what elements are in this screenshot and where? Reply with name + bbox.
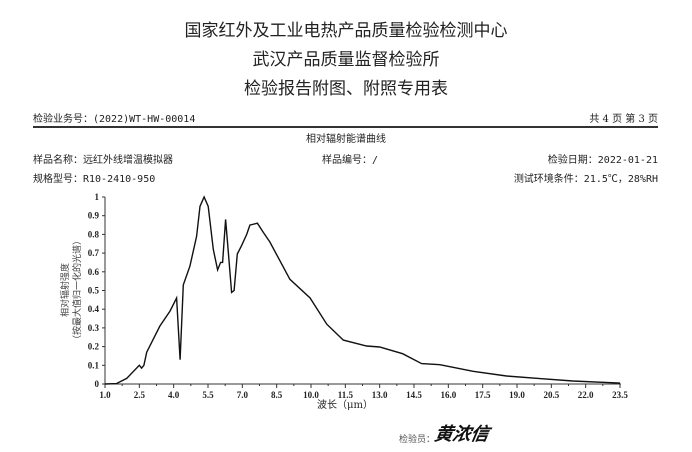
y-tick-label: 0.1 (88, 360, 100, 370)
x-tick-label: 8.5 (271, 390, 283, 400)
title-line-2: 武汉产品质量监督检验所 (252, 50, 440, 70)
y-tick-label: 0.4 (88, 304, 100, 314)
x-tick-label: 2.5 (134, 390, 146, 400)
x-tick-label: 5.5 (202, 390, 214, 400)
x-tick-label: 22.0 (578, 390, 594, 400)
sample-name: 样品名称：远红外线增温模拟器 (33, 155, 173, 166)
title-line-1: 国家红外及工业电热产品质量检验检测中心 (184, 21, 508, 41)
y-axis-label-sub: （按最大值归一化的光谱） (71, 236, 83, 344)
y-tick-label: 0.6 (88, 267, 100, 277)
x-tick-label: 10.0 (303, 390, 319, 400)
x-tick-label: 23.5 (612, 390, 628, 400)
x-axis-label: 波长（μm） (317, 398, 373, 411)
x-tick-label: 4.0 (168, 390, 180, 400)
y-tick-label: 0.7 (88, 248, 100, 258)
x-tick-label: 17.5 (475, 390, 491, 400)
environment: 测试环境条件：21.5℃，28%RH (513, 174, 658, 185)
y-tick-label: 0.3 (88, 323, 100, 333)
y-tick-label: 1 (95, 192, 100, 202)
model: 规格型号：R10-2410-950 (33, 174, 156, 185)
inspector-signature: 黄浓信 (432, 424, 491, 445)
business-number: 检验业务号：(2022)WT-HW-00014 (33, 114, 196, 125)
header-rule (33, 126, 658, 128)
x-tick-label: 11.5 (338, 390, 354, 400)
x-tick-label: 16.0 (440, 390, 456, 400)
x-tick-label: 1.0 (99, 390, 111, 400)
y-tick-label: 0.8 (88, 229, 100, 239)
y-tick-label: 0.2 (88, 342, 100, 352)
test-date: 检验日期：2022-01-21 (547, 155, 658, 166)
sample-number: 样品编号：/ (322, 155, 379, 166)
y-tick-label: 0.5 (88, 286, 100, 296)
title-line-3: 检验报告附图、附照专用表 (244, 79, 448, 99)
x-tick-label: 7.0 (237, 390, 249, 400)
x-tick-label: 13.0 (372, 390, 388, 400)
x-tick-label: 20.5 (543, 390, 559, 400)
x-tick-label: 19.0 (509, 390, 525, 400)
y-tick-label: 0.9 (88, 211, 100, 221)
page-info: 共 4 页 第 3 页 (589, 114, 658, 125)
spectrum-line (104, 195, 621, 385)
inspector-label: 检验员： (399, 435, 436, 445)
y-tick-label: 0 (95, 379, 100, 389)
y-axis-label: 相对辐射强度 (59, 263, 71, 317)
chart-title: 相对辐射能谱曲线 (306, 134, 386, 145)
x-tick-label: 14.5 (406, 390, 422, 400)
